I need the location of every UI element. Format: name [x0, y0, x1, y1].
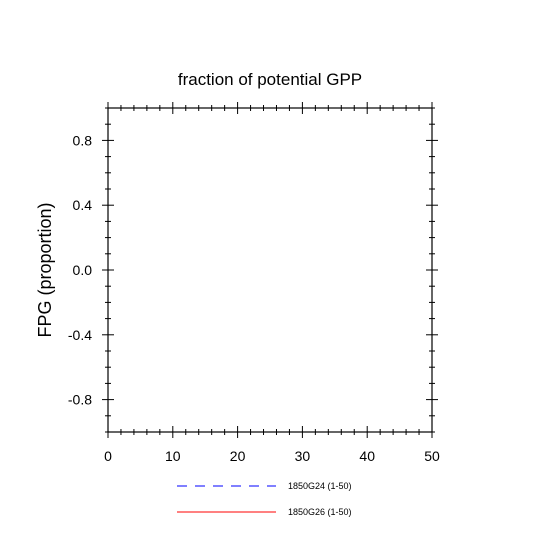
- y-tick-labels: -0.8 -0.4 0.0 0.4 0.8: [68, 132, 92, 407]
- y-axis-label: FPG (proportion): [35, 202, 55, 337]
- y-tick-label: 0.8: [73, 132, 93, 148]
- x-tick-label: 10: [165, 448, 181, 464]
- x-tick-labels: 0 10 20 30 40 50: [104, 448, 440, 464]
- x-tick-label: 40: [359, 448, 375, 464]
- axis-ticks: [102, 102, 438, 438]
- plot-area-frame: [107, 107, 433, 433]
- legend-label: 1850G24 (1-50): [288, 481, 352, 491]
- legend-label: 1850G26 (1-50): [288, 507, 352, 517]
- x-tick-label: 50: [424, 448, 440, 464]
- y-tick-label: -0.4: [68, 327, 92, 343]
- y-tick-label: 0.0: [73, 262, 93, 278]
- y-tick-label: 0.4: [73, 197, 93, 213]
- legend: 1850G24 (1-50) 1850G26 (1-50): [177, 481, 352, 517]
- y-tick-label: -0.8: [68, 392, 92, 408]
- x-tick-label: 0: [104, 448, 112, 464]
- chart-title: fraction of potential GPP: [178, 70, 362, 89]
- x-tick-label: 20: [230, 448, 246, 464]
- x-tick-label: 30: [295, 448, 311, 464]
